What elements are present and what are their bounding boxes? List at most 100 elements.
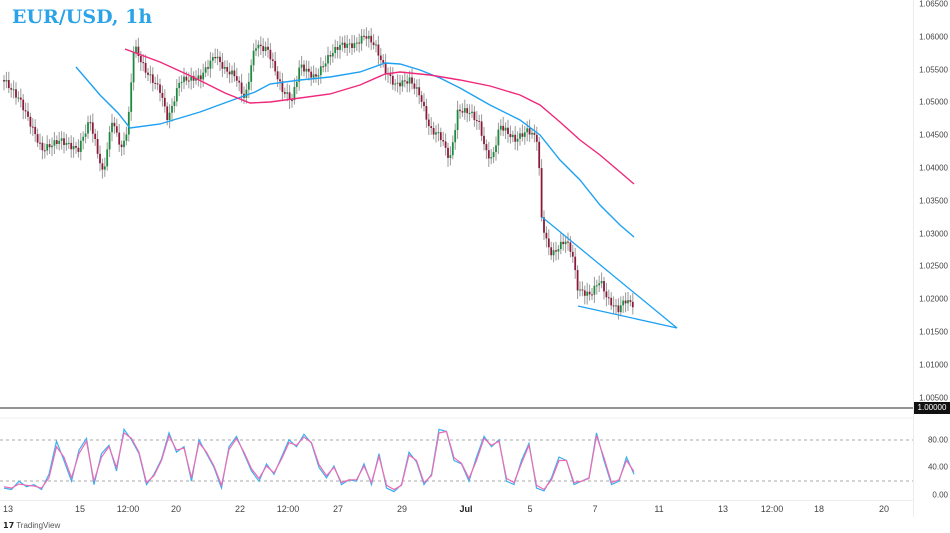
candle-body	[29, 116, 32, 127]
time-tick: 11	[654, 504, 664, 514]
candle-body	[204, 67, 207, 73]
candle-body	[63, 138, 65, 145]
candle-body	[300, 64, 303, 68]
candle-body	[624, 300, 627, 304]
candle-body	[439, 132, 442, 140]
candle-body	[329, 55, 332, 57]
candle-body	[389, 74, 392, 76]
candle-body	[622, 300, 625, 306]
candle-body	[125, 134, 128, 141]
price-tick: 1.05000	[919, 97, 948, 107]
time-tick: 20	[878, 504, 890, 514]
candle-body	[317, 75, 320, 77]
candle-body	[233, 70, 236, 77]
candle-body	[70, 142, 73, 150]
candle-body	[288, 92, 291, 100]
candle-body	[135, 46, 137, 53]
price-tick: 1.06500	[919, 0, 948, 9]
candle-body	[576, 270, 579, 291]
candle-body	[586, 291, 589, 296]
candle-body	[310, 71, 313, 78]
time-axis[interactable]: 13 15 12:00 20 22 12:00 27 29 Jul 5 7 11 13 12:00 18 20	[0, 500, 913, 518]
candle-body	[451, 142, 454, 156]
candle-body	[435, 132, 437, 135]
candle-body	[603, 281, 605, 292]
candle-body	[151, 74, 154, 83]
candle-body	[147, 72, 149, 75]
candle-body	[120, 144, 123, 148]
candle-body	[51, 145, 53, 148]
candle-body	[142, 62, 145, 64]
candle-body	[226, 67, 229, 72]
time-tick: 7	[592, 504, 598, 514]
candle-body	[173, 101, 176, 106]
candle-body	[264, 46, 267, 52]
candle-body	[478, 120, 481, 122]
footer-brand: TradingView	[16, 521, 61, 530]
candle-body	[202, 72, 205, 80]
candle-body	[444, 141, 447, 148]
candle-body	[279, 79, 281, 82]
candle-body	[324, 63, 327, 67]
candle-body	[413, 83, 416, 89]
time-tick: 12:00	[276, 504, 300, 514]
candle-body	[507, 127, 509, 134]
candle-body	[384, 62, 387, 74]
candle-body	[262, 46, 265, 52]
price-tick: 1.02500	[919, 261, 948, 271]
candle-body	[367, 35, 370, 39]
candle-body	[475, 120, 478, 122]
candle-body	[55, 140, 58, 144]
candle-body	[449, 155, 452, 158]
candle-body	[34, 126, 37, 135]
stoch-k-line	[3, 427, 635, 493]
candle-body	[168, 112, 171, 120]
candle-body	[447, 147, 449, 158]
price-chart[interactable]	[0, 0, 913, 500]
ma-slow-line	[124, 48, 635, 185]
price-tick: 1.02000	[919, 294, 948, 304]
candle-body	[629, 300, 632, 302]
candle-body	[19, 97, 22, 100]
candle-body	[555, 250, 557, 252]
candle-body	[574, 256, 577, 271]
candle-body	[526, 128, 529, 133]
candle-body	[631, 301, 634, 308]
candle-body	[223, 67, 226, 69]
candle-body	[77, 147, 80, 152]
candle-body	[199, 75, 202, 80]
oscillator-tick: 40.00	[927, 462, 948, 472]
candle-body	[187, 80, 190, 82]
candle-body	[487, 150, 490, 159]
candle-body	[22, 99, 25, 111]
candle-body	[427, 119, 430, 127]
candle-body	[180, 82, 183, 84]
candle-body	[149, 74, 152, 76]
candle-body	[605, 291, 608, 298]
candle-body	[31, 126, 34, 128]
candle-body	[473, 111, 476, 121]
candle-body	[351, 43, 353, 48]
candle-body	[238, 80, 241, 83]
price-axis[interactable]: 1.06500 1.06000 1.05500 1.05000 1.04500 1.040…	[913, 0, 950, 517]
candle-body	[499, 125, 502, 130]
candle-body	[183, 76, 185, 83]
candle-body	[15, 89, 17, 98]
time-tick: 15	[74, 504, 86, 514]
candle-body	[53, 140, 56, 146]
candle-body	[377, 44, 380, 56]
time-tick: 18	[813, 504, 825, 514]
candle-body	[89, 122, 92, 124]
candle-body	[130, 82, 133, 112]
tradingview-logo-icon: 𝟭𝟳	[3, 521, 15, 530]
candle-body	[286, 92, 289, 94]
candle-body	[118, 132, 121, 145]
candle-body	[245, 89, 248, 98]
price-tick: 1.04500	[919, 130, 948, 140]
candle-body	[41, 142, 44, 151]
candle-body	[12, 89, 15, 91]
candle-body	[312, 74, 315, 78]
candle-body	[497, 129, 500, 146]
candle-body	[101, 163, 104, 170]
candle-body	[166, 106, 169, 120]
